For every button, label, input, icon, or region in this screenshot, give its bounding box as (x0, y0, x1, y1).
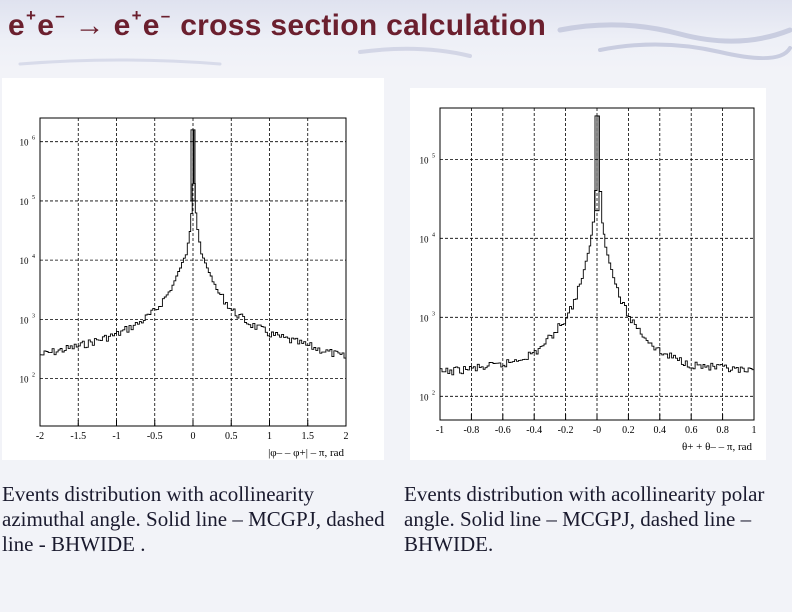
chart-1-group: -1 -0.8 -0.6 -0.4 -0.2 -0 0.2 0.4 0.6 0.8 110 510 41… (420, 107, 757, 453)
title-plus2: + (131, 6, 142, 25)
x-tick-label: 0.2 (622, 425, 635, 436)
x-tick-label: 2 (344, 431, 349, 442)
caption-azimuthal: Events distribution with acollinearity a… (2, 482, 385, 556)
y-tick-label: 10 (20, 138, 30, 148)
title-e2: e (37, 9, 55, 42)
x-tick-label: 0 (191, 431, 196, 442)
slide-title: e+e– → e+e– cross section calculation (8, 6, 546, 43)
title-arrow-e3: → e (66, 9, 131, 42)
y-tick-exponent: 5 (432, 153, 435, 159)
caption-polar: Events distribution with acollinearity p… (404, 482, 765, 556)
plot-azimuthal: -2 -1.5 -1 -0.5 0 0.5 1 1.5 2 10 6 10 5 10 4 10 3 10 2 |φ– … (2, 78, 384, 460)
y-tick-label: 10 (20, 256, 30, 266)
y-tick-exponent: 3 (432, 311, 435, 317)
x-tick-label: 1 (267, 431, 272, 442)
x-axis-label: |φ– – φ+| – π, rad (268, 447, 344, 459)
y-tick-label: 10 (20, 197, 30, 207)
title-minus2: – (160, 6, 171, 25)
title-text: cross section calculation (171, 9, 547, 42)
series-line (440, 115, 754, 376)
x-tick-label: 0.6 (685, 425, 698, 436)
header-decoration (18, 22, 792, 66)
title-e1: e (8, 9, 25, 42)
x-tick-label: -0.2 (558, 425, 574, 436)
x-tick-label: -0.4 (526, 425, 542, 436)
y-tick-label: 10 (20, 315, 30, 325)
plot-polar: -1 -0.8 -0.6 -0.4 -0.2 -0 0.2 0.4 0.6 0.8 1 10 5 10 4 1… (410, 88, 766, 460)
y-tick-exponent: 5 (32, 195, 35, 201)
deco-stroke-3 (358, 46, 472, 58)
x-tick-label: -0.5 (147, 431, 163, 442)
y-tick-exponent: 2 (32, 373, 35, 379)
y-tick-label: 10 (420, 155, 430, 165)
title-plus1: + (26, 6, 37, 25)
x-tick-label: 1 (752, 425, 757, 436)
series-line (40, 129, 347, 359)
y-tick-exponent: 4 (432, 232, 435, 238)
chart-polar: -1 -0.8 -0.6 -0.4 -0.2 -0 0.2 0.4 0.6 0.8 110 510 41… (420, 107, 757, 453)
y-tick-label: 10 (20, 375, 30, 385)
x-axis-label: θ+ + θ– – π, rad (682, 441, 753, 453)
title-band (0, 0, 792, 70)
x-tick-label: 0.8 (716, 425, 729, 436)
deco-stroke-4 (18, 58, 222, 66)
deco-stroke-1 (557, 22, 792, 44)
peak-bin (190, 129, 196, 202)
title-minus1: – (55, 6, 65, 25)
x-tick-label: -1 (112, 431, 120, 442)
y-tick-exponent: 3 (32, 313, 35, 319)
x-tick-label: -0 (593, 425, 601, 436)
deco-stroke-2 (598, 42, 792, 61)
y-tick-label: 10 (420, 234, 430, 244)
y-tick-exponent: 6 (32, 136, 35, 142)
x-tick-label: 0.4 (654, 425, 667, 436)
x-tick-label: -0.6 (495, 425, 511, 436)
y-tick-exponent: 4 (32, 254, 35, 260)
x-tick-label: -0.8 (463, 425, 479, 436)
x-tick-label: 1.5 (302, 431, 315, 442)
y-tick-exponent: 2 (432, 390, 435, 396)
y-tick-label: 10 (420, 392, 430, 402)
x-tick-label: -1.5 (70, 431, 86, 442)
peak-bin (594, 115, 600, 212)
x-tick-label: -1 (436, 425, 444, 436)
y-tick-label: 10 (420, 313, 430, 323)
title-e4: e (142, 9, 160, 42)
x-tick-label: 0.5 (225, 431, 238, 442)
x-tick-label: -2 (36, 431, 44, 442)
